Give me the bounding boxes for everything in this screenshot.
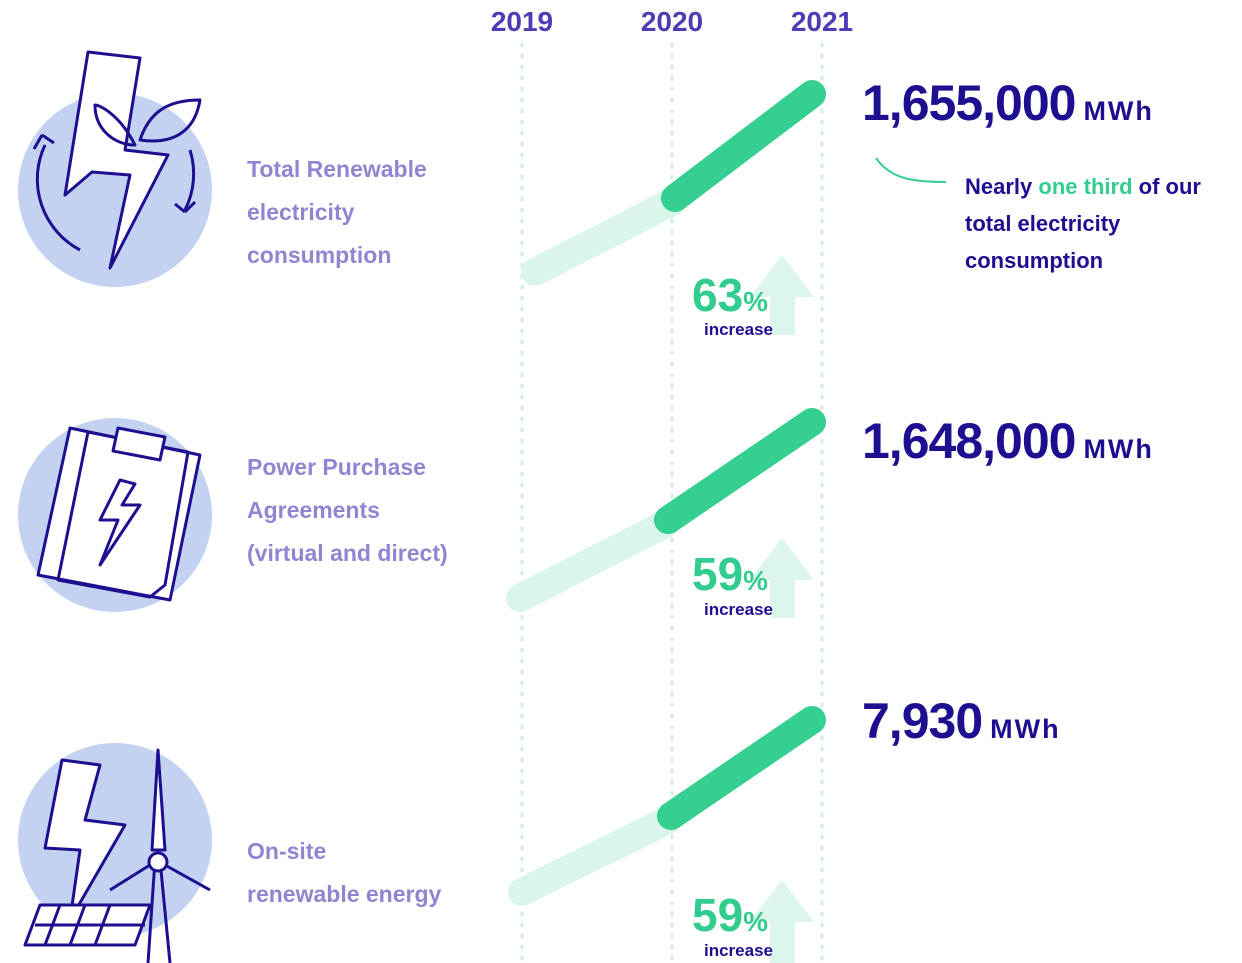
label-line: (virtual and direct) (247, 540, 448, 566)
note-highlight: one third (1038, 174, 1133, 199)
up-arrows (750, 255, 814, 963)
row-label: Power Purchase Agreements (virtual and d… (247, 446, 448, 575)
value-number: 1,648,000 (862, 413, 1076, 469)
change-label: increase (704, 600, 773, 619)
note-text: of our total electricity consumption (965, 174, 1201, 273)
label-line: On-site (247, 838, 327, 864)
trend-lines (506, 80, 826, 906)
up-arrow (750, 255, 814, 335)
trend-recent (654, 408, 826, 534)
up-arrow (750, 538, 814, 618)
trend-recent (657, 706, 826, 830)
icon-agreement (18, 418, 212, 612)
value-unit: MWh (990, 714, 1061, 744)
percent-number: 59 (692, 548, 744, 600)
percent-number: 59 (692, 889, 744, 941)
value-number: 7,930 (862, 693, 983, 749)
icon-onsite (18, 743, 212, 963)
label-line: Total Renewable (247, 156, 427, 182)
icon-renewable (18, 50, 212, 287)
label-line: Agreements (247, 497, 380, 523)
row-label: On-site renewable energy (247, 830, 441, 916)
trend-recent (661, 80, 826, 212)
change-label: increase (704, 941, 773, 960)
percent-number: 63 (692, 269, 744, 321)
year-label: 2021 (790, 6, 854, 37)
year-label: 2019 (490, 6, 554, 37)
row-value: 1,648,000 MWh (862, 412, 1154, 470)
row-value: 7,930 MWh (862, 692, 1061, 750)
value-unit: MWh (1083, 96, 1154, 126)
label-line: consumption (247, 242, 392, 268)
note-text: Nearly (965, 174, 1033, 199)
percent-sign: % (743, 286, 769, 317)
label-line: Power Purchase (247, 454, 426, 480)
percent-sign: % (743, 565, 769, 596)
row-percent: 59% (692, 547, 768, 601)
note-connector (875, 157, 947, 183)
trend-past (521, 188, 686, 286)
percent-sign: % (743, 906, 769, 937)
trend-past (506, 510, 679, 612)
row-percent: 59% (692, 888, 768, 942)
value-number: 1,655,000 (862, 75, 1076, 131)
year-label: 2020 (640, 6, 704, 37)
label-line: electricity (247, 199, 355, 225)
row-value: 1,655,000 MWh (862, 74, 1154, 132)
up-arrow (750, 880, 814, 963)
row-label: Total Renewable electricity consumption (247, 148, 427, 277)
change-label: increase (704, 320, 773, 339)
note: Nearly one third of our total electricit… (965, 168, 1227, 279)
label-line: renewable energy (247, 881, 442, 907)
trend-past (508, 806, 682, 906)
row-percent: 63% (692, 268, 768, 322)
value-unit: MWh (1083, 434, 1154, 464)
